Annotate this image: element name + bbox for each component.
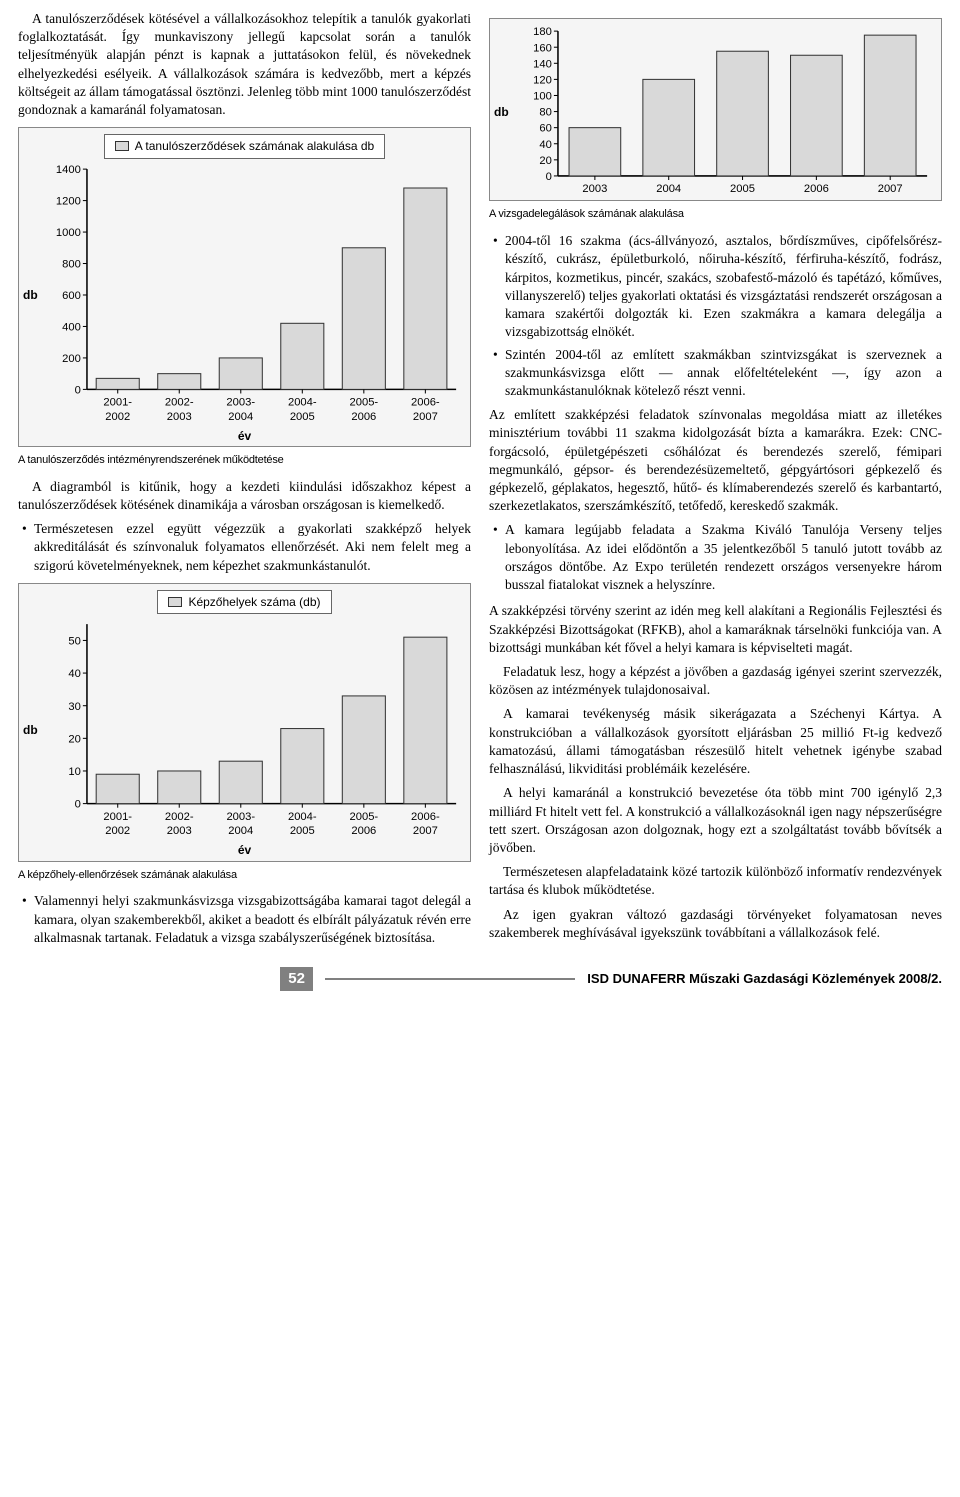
bullet-1: Természetesen ezzel együtt végezzük a gy… [18,520,471,575]
svg-text:2005: 2005 [730,183,755,195]
para-r2: A szakképzési törvény szerint az idén me… [489,602,942,657]
para-r6: Természetesen alapfeladataink közé tarto… [489,863,942,899]
chart-vizsgadelegalas: db 0 20 40 60 80 100 120 140 160 180 2003 2004 2005 2… [489,18,942,201]
svg-text:2007: 2007 [877,183,902,195]
chart1-svg: 0 200 400 600 800 1000 1200 1400 2001- 2002 2002- 2… [38,163,466,428]
svg-text:2002: 2002 [105,825,130,837]
svg-text:20: 20 [539,155,551,167]
chart1-xlabel: év [23,428,466,444]
svg-text:2002: 2002 [105,410,130,422]
svg-text:10: 10 [68,766,80,778]
svg-text:2005: 2005 [290,410,315,422]
intro-paragraph: A tanulószerződések kötésével a vállalko… [18,10,471,119]
svg-text:2006: 2006 [351,825,376,837]
chart2-xlabel: év [23,842,466,858]
svg-text:2003: 2003 [166,825,191,837]
chart3-svg: 0 20 40 60 80 100 120 140 160 180 2003 2004 2005 2006… [509,25,937,198]
chart2-svg: 0 10 20 30 40 50 2001- 2002 2002- 2003 2003- 2004 20… [38,618,466,842]
chart1-caption: A tanulószerződés intézményrendszerének … [18,453,471,468]
svg-text:80: 80 [539,107,551,119]
chart1-legend-label: A tanulószerződések számának alakulása d… [135,138,374,154]
svg-text:0: 0 [545,171,551,183]
para-r1: Az említett szakképzési feladatok színvo… [489,406,942,515]
chart2-ylabel: db [23,722,38,738]
svg-text:60: 60 [539,123,551,135]
svg-text:1400: 1400 [56,164,81,176]
bullet-r2: Szintén 2004-től az említett szakmákban … [489,346,942,401]
para-r4: A kamarai tevékenység másik sikerágazata… [489,705,942,778]
svg-text:2004: 2004 [656,183,681,195]
svg-text:160: 160 [533,42,552,54]
svg-text:2003: 2003 [166,410,191,422]
svg-text:1200: 1200 [56,195,81,207]
svg-text:2003: 2003 [582,183,607,195]
chart1-ylabel: db [23,287,38,303]
svg-text:2001-: 2001- [103,396,132,408]
para2: A diagramból is kitűnik, hogy a kezdeti … [18,478,471,514]
chart3-ylabel: db [494,104,509,120]
svg-text:2005: 2005 [290,825,315,837]
svg-text:30: 30 [68,701,80,713]
svg-text:20: 20 [68,733,80,745]
bullet-r1: 2004-től 16 szakma (ács-állványozó, aszt… [489,232,942,341]
svg-text:2006-: 2006- [411,811,440,823]
svg-text:0: 0 [74,384,80,396]
svg-text:50: 50 [68,635,80,647]
svg-text:2001-: 2001- [103,811,132,823]
svg-text:2002-: 2002- [165,396,194,408]
svg-text:2003-: 2003- [226,811,255,823]
chart2-legend-label: Képzőhelyek száma (db) [188,594,320,610]
bullet-2: Valamennyi helyi szakmunkásvizsga vizsga… [18,892,471,947]
svg-text:2007: 2007 [413,410,438,422]
svg-text:2004-: 2004- [288,396,317,408]
svg-text:2005-: 2005- [349,811,378,823]
left-column: A tanulószerződések kötésével a vállalko… [18,10,471,953]
svg-text:200: 200 [62,353,81,365]
para-r5: A helyi kamaránál a konstrukció bevezeté… [489,784,942,857]
svg-text:2002-: 2002- [165,811,194,823]
bullet-r3: A kamara legújabb feladata a Szakma Kivá… [489,521,942,594]
svg-text:1000: 1000 [56,227,81,239]
svg-text:2004: 2004 [228,410,253,422]
svg-text:2004: 2004 [228,825,253,837]
svg-text:400: 400 [62,321,81,333]
svg-text:2006: 2006 [351,410,376,422]
chart-kepzohelyek: Képzőhelyek száma (db) db 0 10 20 30 40 50 200… [18,583,471,862]
footer-divider [325,978,575,980]
svg-text:40: 40 [68,668,80,680]
chart2-caption: A képzőhely-ellenőrzések számának alakul… [18,868,471,883]
page-number: 52 [280,967,313,991]
svg-text:2004-: 2004- [288,811,317,823]
para-r3: Feladatuk lesz, hogy a képzést a jövőben… [489,663,942,699]
svg-text:2006: 2006 [804,183,829,195]
chart1-legend: A tanulószerződések számának alakulása d… [104,134,385,158]
svg-text:180: 180 [533,26,552,38]
svg-text:140: 140 [533,58,552,70]
svg-text:120: 120 [533,74,552,86]
publication-title: ISD DUNAFERR Műszaki Gazdasági Közlemény… [587,970,942,988]
chart-tanuloszerzodes: A tanulószerződések számának alakulása d… [18,127,471,447]
svg-text:600: 600 [62,290,81,302]
svg-text:800: 800 [62,258,81,270]
svg-text:2007: 2007 [413,825,438,837]
chart3-caption: A vizsgadelegálások számának alakulása [489,207,942,222]
para-r7: Az igen gyakran változó gazdasági törvén… [489,906,942,942]
svg-text:100: 100 [533,91,552,103]
svg-text:2003-: 2003- [226,396,255,408]
right-column: db 0 20 40 60 80 100 120 140 160 180 2003 2004 2005 2… [489,10,942,953]
page-footer: 52 ISD DUNAFERR Műszaki Gazdasági Közlem… [0,963,960,1001]
svg-text:0: 0 [74,799,80,811]
chart2-legend: Képzőhelyek száma (db) [157,590,331,614]
svg-text:2005-: 2005- [349,396,378,408]
svg-text:2006-: 2006- [411,396,440,408]
svg-text:40: 40 [539,139,551,151]
